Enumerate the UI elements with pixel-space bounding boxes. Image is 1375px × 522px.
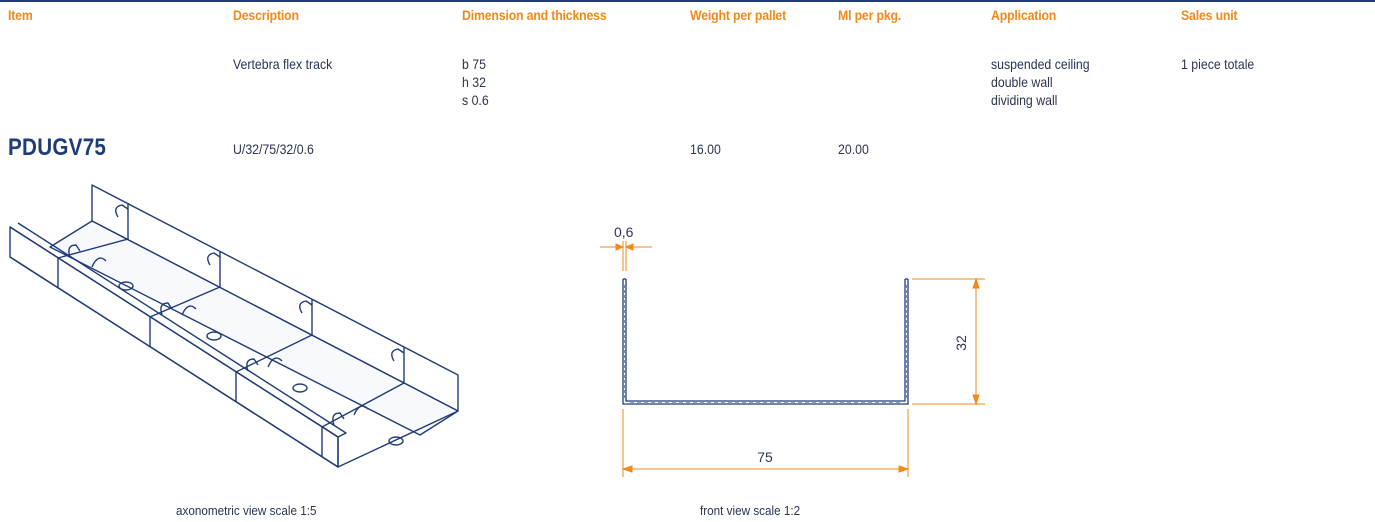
dim-width-label: 75 xyxy=(757,449,773,465)
spec-application-1: suspended ceiling xyxy=(991,56,1090,72)
spec-dimension-b: b 75 xyxy=(462,56,486,72)
header-item: Item xyxy=(8,7,33,23)
dim-thickness-label: 0,6 xyxy=(614,224,634,240)
axonometric-drawing xyxy=(9,184,459,468)
spec-sales-unit: 1 piece totale xyxy=(1181,56,1255,72)
header-dimension: Dimension and thickness xyxy=(462,7,607,23)
spec-description: Vertebra flex track xyxy=(233,56,333,72)
spec-application-2: double wall xyxy=(991,74,1053,90)
front-view-caption: front view scale 1:2 xyxy=(700,503,801,518)
header-weight: Weight per pallet xyxy=(690,7,787,23)
header-ml: Ml per pkg. xyxy=(838,7,902,23)
product-code: PDUGV75 xyxy=(8,134,107,161)
header-sales-unit: Sales unit xyxy=(1181,7,1238,23)
dim-height-label: 32 xyxy=(953,335,969,351)
front-view-drawing: 0,6 32 75 xyxy=(600,224,985,477)
product-weight: 16.00 xyxy=(690,141,721,157)
product-ml: 20.00 xyxy=(838,141,869,157)
spec-dimension-h: h 32 xyxy=(462,74,486,90)
header-description: Description xyxy=(233,7,299,23)
header-rule xyxy=(0,0,1375,2)
header-application: Application xyxy=(991,7,1057,23)
axonometric-caption: axonometric view scale 1:5 xyxy=(176,503,317,518)
spec-dimension-s: s 0.6 xyxy=(462,92,489,108)
product-description: U/32/75/32/0.6 xyxy=(233,141,314,157)
spec-application-3: dividing wall xyxy=(991,92,1058,108)
